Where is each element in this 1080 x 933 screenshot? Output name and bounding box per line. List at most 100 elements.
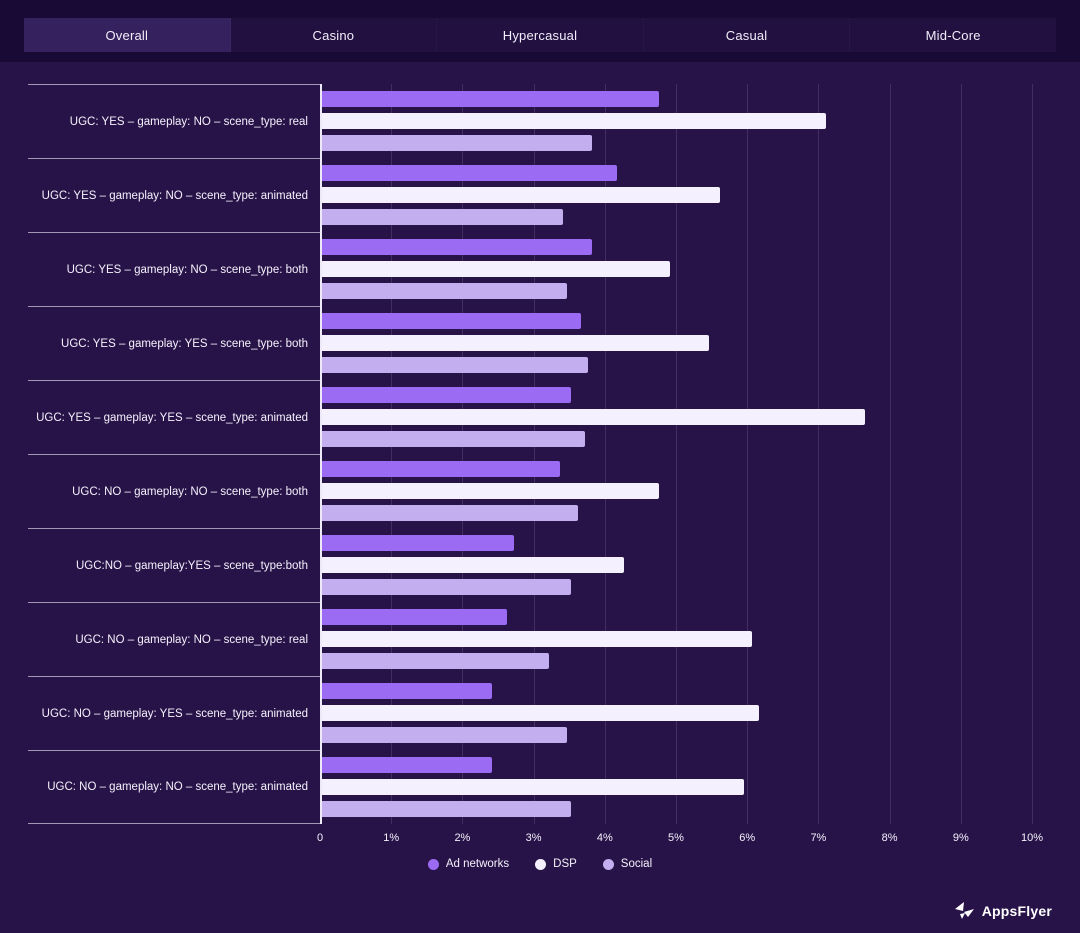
legend-dot <box>535 858 547 870</box>
bar-group <box>320 676 1032 750</box>
gridline <box>960 84 962 824</box>
x-tick-label: 3% <box>525 832 542 844</box>
category-row-6: UGC: NO – gameplay: NO – scene_type: bot… <box>28 454 1032 528</box>
gridline <box>391 84 393 824</box>
gridline <box>604 84 606 824</box>
bar-group <box>320 380 1032 454</box>
legend-item-dsp: DSP <box>535 858 577 870</box>
chart-body: UGC: YES – gameplay: NO – scene_type: re… <box>28 84 1033 824</box>
bar-dsp <box>322 557 624 573</box>
chart-rows: UGC: YES – gameplay: NO – scene_type: re… <box>28 84 1032 824</box>
chart-legend: Ad networks DSP Social <box>0 858 1080 870</box>
x-axis: 0 1% 2% 3% 4% 5% 6% 7% 8% 9% 10% <box>316 824 1043 850</box>
gridline <box>818 84 820 824</box>
brand-name: AppsFlyer <box>981 903 1052 919</box>
tab-bar: Overall Casino Hypercasual Casual Mid-Core <box>24 18 1056 52</box>
bar-dsp <box>322 409 866 425</box>
gridline <box>1032 84 1033 824</box>
x-tick-label: 1% <box>383 832 400 844</box>
bar-group <box>320 750 1032 824</box>
appsflyer-logo-icon <box>954 901 976 921</box>
bar-group <box>320 528 1032 602</box>
x-tick-label: 9% <box>952 832 969 844</box>
category-label: UGC: NO – gameplay: NO – scene_type: ani… <box>28 750 320 824</box>
tab-overall[interactable]: Overall <box>24 18 231 52</box>
bar-ad-networks <box>322 461 560 477</box>
category-row-1: UGC: YES – gameplay: NO – scene_type: re… <box>28 84 1032 158</box>
bar-dsp <box>322 779 745 795</box>
bar-dsp <box>322 335 709 351</box>
bar-dsp <box>322 113 827 129</box>
x-tick-label: 7% <box>810 832 827 844</box>
bar-dsp <box>322 483 660 499</box>
category-row-8: UGC: NO – gameplay: NO – scene_type: rea… <box>28 602 1032 676</box>
bar-dsp <box>322 631 752 647</box>
bar-dsp <box>322 261 670 277</box>
bar-group <box>320 232 1032 306</box>
x-tick-label: 2% <box>454 832 471 844</box>
gridline <box>676 84 677 824</box>
bar-ad-networks <box>322 535 514 551</box>
tab-mid-core[interactable]: Mid-Core <box>925 27 981 43</box>
bar-social <box>322 579 571 595</box>
x-tick-label: 8% <box>881 832 898 844</box>
bar-ad-networks <box>322 165 617 181</box>
bar-ad-networks <box>322 609 507 625</box>
tab-casual[interactable]: Casual <box>644 18 851 52</box>
legend-label: DSP <box>553 858 577 870</box>
bar-group <box>320 158 1032 232</box>
bar-group <box>320 454 1032 528</box>
tab-casino[interactable]: Casino <box>231 18 438 52</box>
bar-group <box>320 306 1032 380</box>
category-label: UGC: YES – gameplay: YES – scene_type: b… <box>28 306 320 380</box>
category-label: UGC:NO – gameplay:YES – scene_type:both <box>28 528 320 602</box>
gridline <box>462 84 464 824</box>
tab-hypercasual[interactable]: Hypercasual <box>437 18 644 52</box>
bar-social <box>322 653 550 669</box>
bar-ad-networks <box>322 757 493 773</box>
gridline <box>533 84 535 824</box>
legend-dot <box>427 858 439 870</box>
bar-ad-networks <box>322 239 592 255</box>
gridlines <box>320 84 1033 824</box>
bar-dsp <box>322 187 720 203</box>
bar-group <box>320 84 1032 158</box>
x-tick-label: 5% <box>668 832 684 844</box>
bar-social <box>322 135 592 151</box>
bar-ad-networks <box>322 91 660 107</box>
bar-social <box>322 209 564 225</box>
category-label: UGC: YES – gameplay: NO – scene_type: re… <box>28 84 320 158</box>
category-row-10: UGC: NO – gameplay: NO – scene_type: ani… <box>28 750 1032 824</box>
bar-social <box>322 431 585 447</box>
gridline <box>889 84 891 824</box>
category-row-5: UGC: YES – gameplay: YES – scene_type: a… <box>28 380 1032 454</box>
bar-social <box>322 357 589 373</box>
bar-social <box>322 283 567 299</box>
gridline <box>747 84 749 824</box>
legend-label: Social <box>620 858 653 870</box>
category-row-9: UGC: NO – gameplay: YES – scene_type: an… <box>28 676 1032 750</box>
bar-ad-networks <box>322 387 571 403</box>
header: Overall Casino Hypercasual Casual Mid-Core <box>0 0 1080 62</box>
category-row-4: UGC: YES – gameplay: YES – scene_type: b… <box>28 306 1032 380</box>
legend-label: Ad networks <box>445 858 510 870</box>
category-row-2: UGC: YES – gameplay: NO – scene_type: an… <box>28 158 1032 232</box>
bar-dsp <box>322 705 759 721</box>
bar-ad-networks <box>322 313 582 329</box>
legend-item-social: Social <box>602 858 653 870</box>
category-row-3: UGC: YES – gameplay: NO – scene_type: bo… <box>28 232 1032 306</box>
category-row-7: UGC:NO – gameplay:YES – scene_type:both <box>28 528 1032 602</box>
category-label: UGC: YES – gameplay: YES – scene_type: a… <box>28 380 320 454</box>
category-label: UGC: NO – gameplay: YES – scene_type: an… <box>28 676 320 750</box>
chart-area: UGC: YES – gameplay: NO – scene_type: re… <box>0 84 1080 850</box>
category-label: UGC: NO – gameplay: NO – scene_type: bot… <box>28 454 320 528</box>
category-label: UGC: NO – gameplay: NO – scene_type: rea… <box>28 602 320 676</box>
x-tick-label: 4% <box>596 832 613 844</box>
bar-group <box>320 602 1032 676</box>
x-tick-label: 0 <box>316 832 324 844</box>
legend-item-ad-networks: Ad networks <box>427 858 510 870</box>
bar-social <box>322 801 571 817</box>
bar-social <box>322 727 567 743</box>
category-label: UGC: YES – gameplay: NO – scene_type: an… <box>28 158 320 232</box>
